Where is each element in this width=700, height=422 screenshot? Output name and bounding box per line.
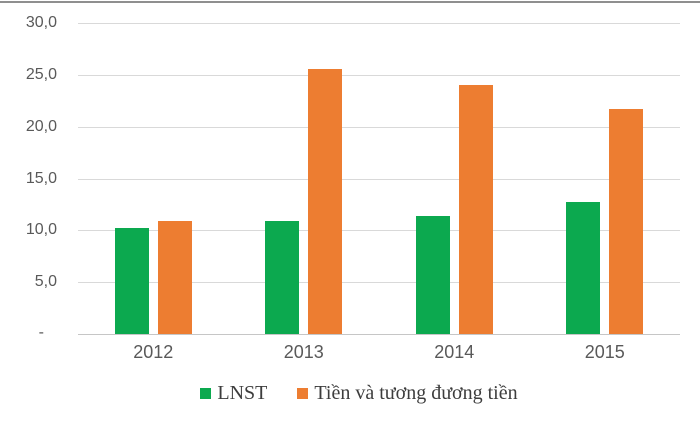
plot-area	[78, 23, 680, 335]
gridline	[78, 74, 680, 76]
bar-lnst-2013	[265, 221, 300, 334]
y-tick-label: 20,0	[25, 117, 57, 135]
bar-lnst-2015	[566, 202, 601, 334]
y-tick-label: 10,0	[25, 221, 57, 239]
gridline	[78, 282, 680, 284]
bar-group-2013	[229, 23, 380, 334]
legend-label-lnst: LNST	[217, 382, 268, 404]
y-axis: 30,0 25,0 20,0 15,0 10,0 5,0 -	[0, 14, 57, 341]
bar-lnst-2014	[415, 215, 450, 334]
legend-label-tien: Tiền và tương đương tiền	[314, 382, 518, 404]
bar-tien-2015	[609, 109, 644, 334]
bar-group-2014	[379, 23, 530, 334]
x-axis-baseline	[78, 334, 680, 335]
bar-tien-2012	[157, 221, 192, 334]
legend-item-tien: Tiền và tương đương tiền	[297, 382, 518, 405]
plot-bars	[78, 23, 680, 334]
x-tick-label-2012: 2012	[133, 342, 174, 362]
y-tick-label-zero: -	[38, 324, 44, 341]
y-tick-label: 15,0	[25, 169, 57, 187]
legend: LNST Tiền và tương đương tiền	[0, 382, 700, 405]
legend-item-lnst: LNST	[200, 382, 267, 405]
y-tick-label: 5,0	[34, 273, 57, 291]
bar-group-2015	[530, 23, 681, 334]
bar-tien-2014	[458, 85, 493, 334]
bar-tien-2013	[308, 68, 343, 334]
x-tick-label-2014: 2014	[434, 342, 475, 362]
legend-swatch-orange	[297, 388, 309, 399]
gridline	[78, 23, 680, 24]
bar-group-2012	[78, 23, 229, 334]
legend-swatch-green	[200, 388, 212, 399]
x-axis: 2012 2013 2014 2015	[78, 341, 680, 363]
y-tick-label: 30,0	[25, 14, 57, 31]
x-tick-label-2015: 2015	[584, 342, 625, 362]
x-tick-label-2013: 2013	[283, 342, 324, 362]
gridline	[78, 178, 680, 180]
y-tick-label: 25,0	[25, 65, 57, 83]
bar-lnst-2012	[114, 228, 149, 334]
top-border-line	[0, 1, 700, 3]
gridline	[78, 230, 680, 232]
gridline	[78, 126, 680, 128]
